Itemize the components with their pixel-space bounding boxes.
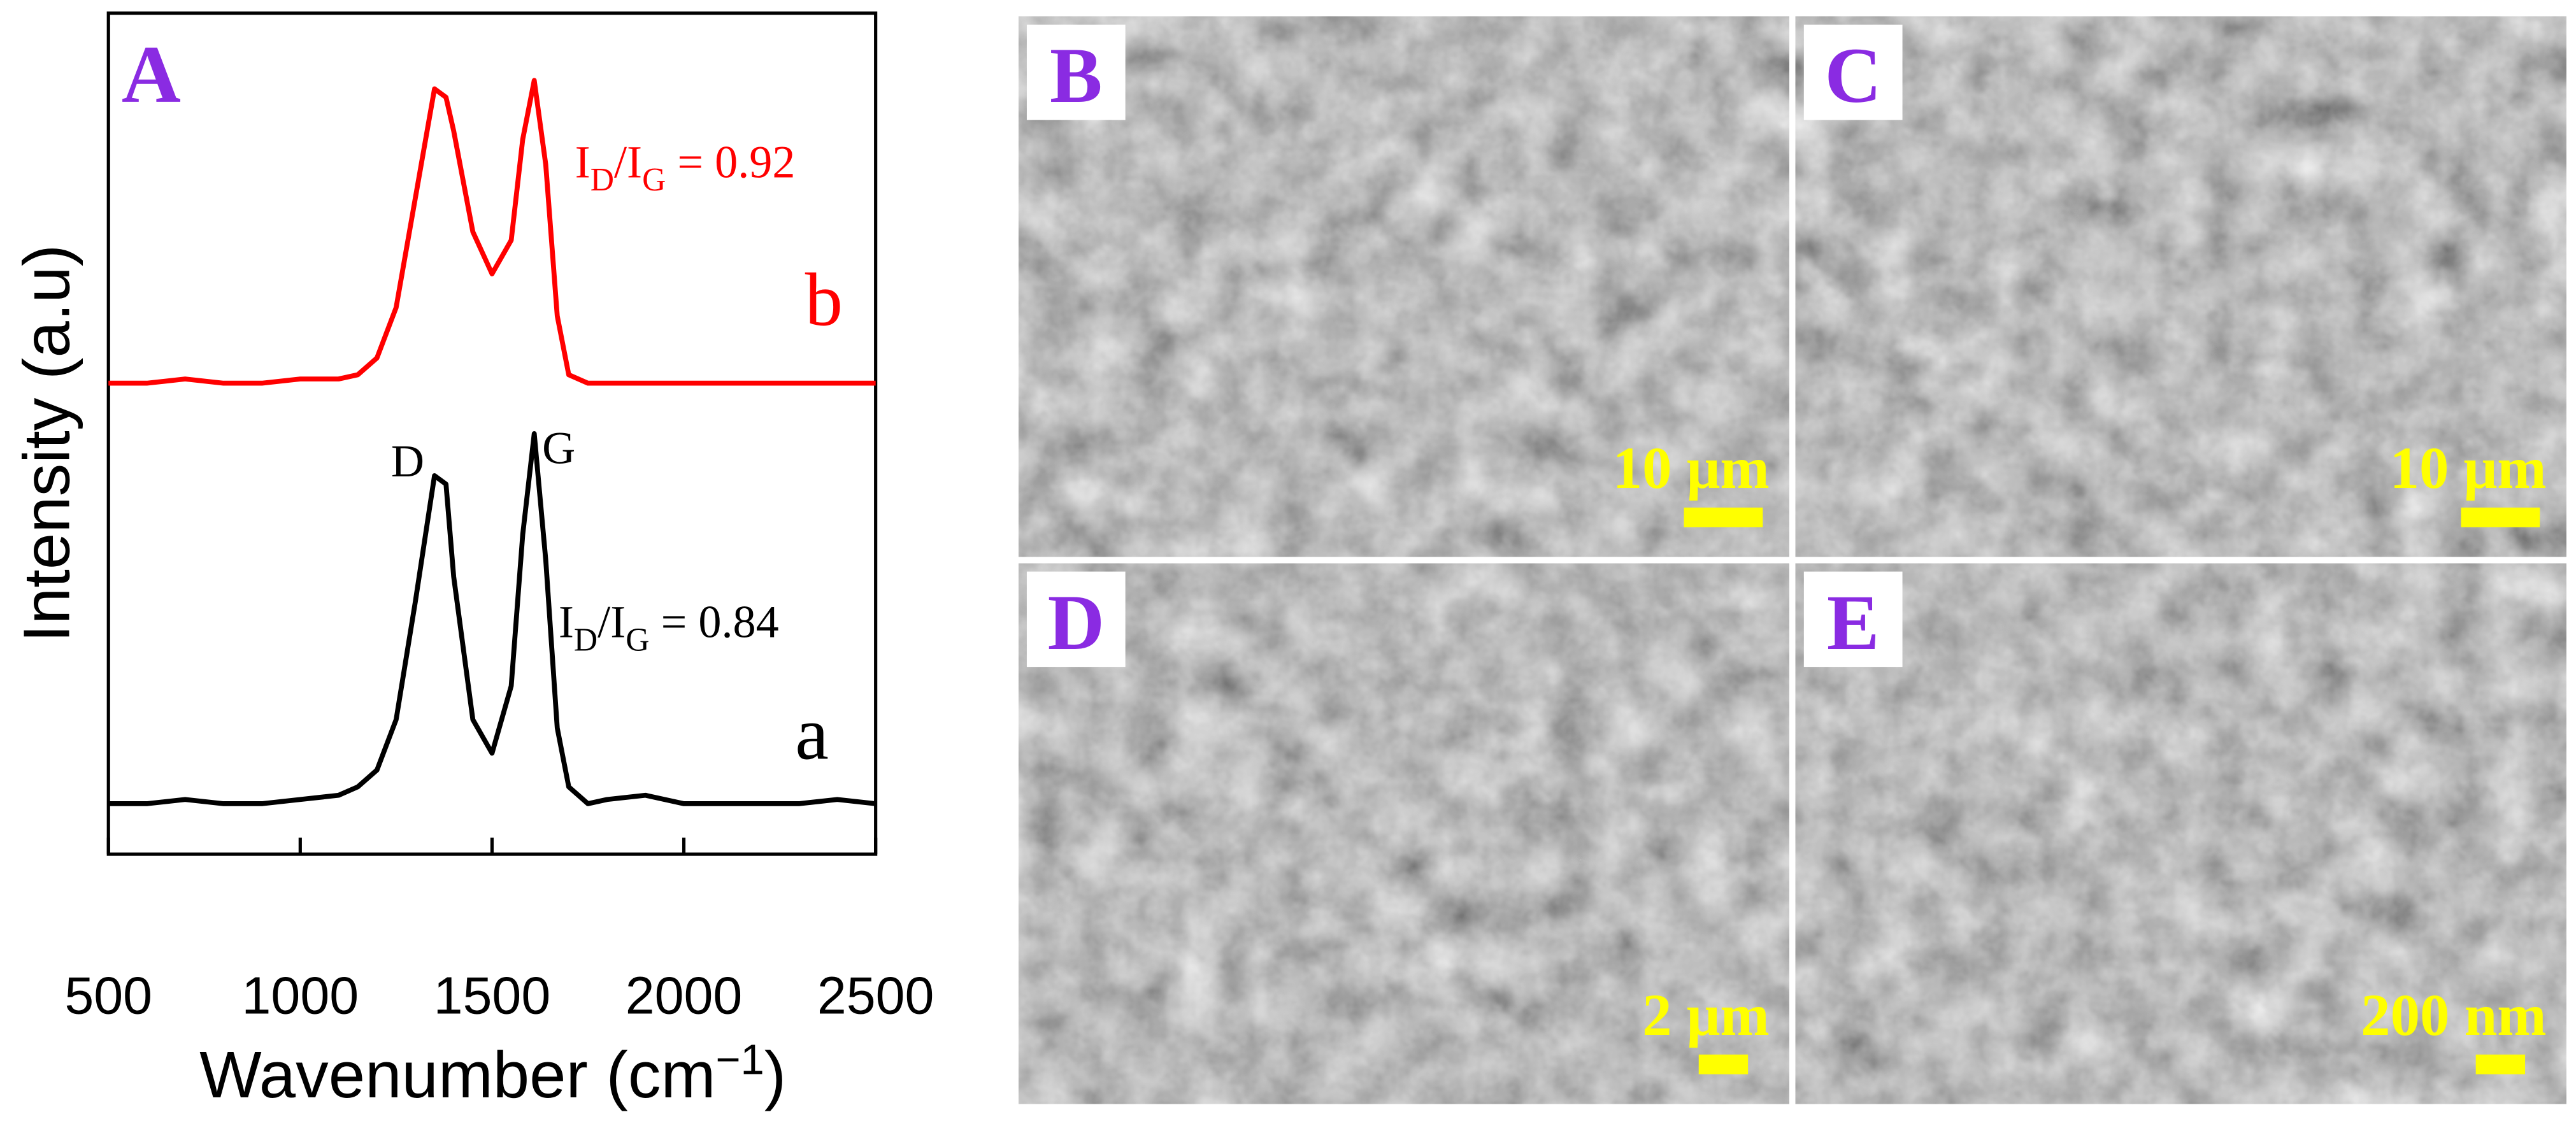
x-tick-label: 1000 [242,966,359,1025]
label-box [1803,24,1903,120]
series-label: a [795,692,829,776]
ratio-part: D [574,622,597,658]
sem-image [1019,563,1789,1104]
scale-bar [2475,1054,2526,1074]
label-box [1026,571,1126,667]
x-axis-label-part: −1 [715,1036,764,1084]
panel-label: C [1825,32,1882,119]
spectrum-line [108,78,876,386]
label-box [1803,571,1903,667]
scale-bar-label: 10 μm [1613,436,1770,501]
ratio-part: I [575,137,590,188]
sem-image [1795,16,2566,557]
x-tick-label: 500 [64,966,152,1025]
peak-label: G [542,422,575,473]
scale-bar-label: 200 nm [2361,983,2546,1048]
x-tick-label: 1500 [434,966,551,1025]
y-axis-label: Intensity (a.u) [10,245,83,643]
scale-bar [1684,507,1763,527]
ratio-part: = 0.92 [666,137,795,188]
panel-label: A [122,29,181,120]
ratio-label: ID/IG = 0.84 [559,597,779,659]
spectrum-line [108,431,877,806]
label-box [1026,24,1126,120]
ratio-part: D [590,162,614,198]
sem-image [1019,16,1789,557]
ratio-part: /I [597,597,626,648]
ratio-part: G [642,162,666,198]
ratio-part: G [626,622,649,658]
scale-bar-label: 2 μm [1642,983,1770,1048]
panel-label: B [1050,32,1103,119]
x-tick-label: 2500 [817,966,934,1025]
sem-image [1795,563,2566,1104]
ratio-part: /I [614,137,642,188]
ratio-part: = 0.84 [650,597,779,648]
scale-bar [2461,507,2540,527]
ratio-part: I [559,597,574,648]
x-axis-label-part: Wavenumber (cm [199,1038,715,1111]
ratio-label: ID/IG = 0.92 [575,137,796,199]
panel-label: E [1827,579,1880,666]
scale-bar-label: 10 μm [2390,436,2547,501]
x-axis-label-part: ) [764,1038,786,1111]
x-axis-label: Wavenumber (cm−1) [199,1036,786,1111]
x-tick-label: 2000 [626,966,743,1025]
scale-bar [1698,1054,1749,1074]
peak-label: D [391,436,424,487]
series-label: b [805,258,843,342]
panel-label: D [1048,579,1105,666]
